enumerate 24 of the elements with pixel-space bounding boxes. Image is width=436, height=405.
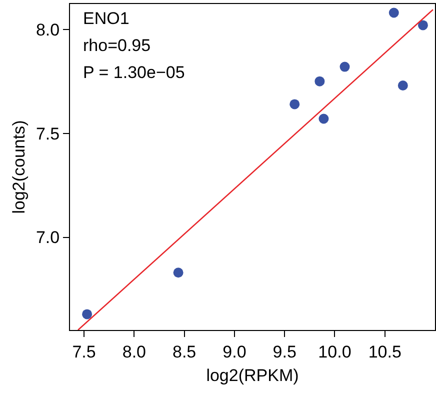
y-axis-title: log2(counts)	[10, 120, 29, 214]
y-tick-label: 8.0	[36, 20, 60, 40]
annotation: ENO1	[83, 9, 130, 28]
annotation: P = 1.30e−05	[83, 63, 185, 82]
annotation: rho=0.95	[83, 36, 151, 55]
x-tick-label: 8.5	[172, 342, 196, 362]
point	[173, 268, 184, 278]
point	[318, 114, 329, 124]
y-tick-label: 7.0	[36, 228, 60, 248]
x-tick-label: 9.5	[272, 342, 296, 362]
point	[418, 20, 428, 30]
x-tick-label: 7.5	[72, 342, 96, 362]
point	[340, 62, 350, 72]
x-tick-label: 10.0	[318, 342, 352, 362]
point	[82, 309, 92, 320]
x-tick-label: 10.5	[368, 342, 402, 362]
point	[388, 8, 399, 18]
x-tick-label: 8.0	[122, 342, 146, 362]
point	[290, 99, 300, 110]
y-tick-label: 7.5	[36, 124, 60, 144]
x-tick-label: 9.0	[222, 342, 246, 362]
point	[314, 76, 325, 86]
x-axis-title: log2(RPKM)	[206, 366, 299, 385]
point	[398, 80, 408, 90]
